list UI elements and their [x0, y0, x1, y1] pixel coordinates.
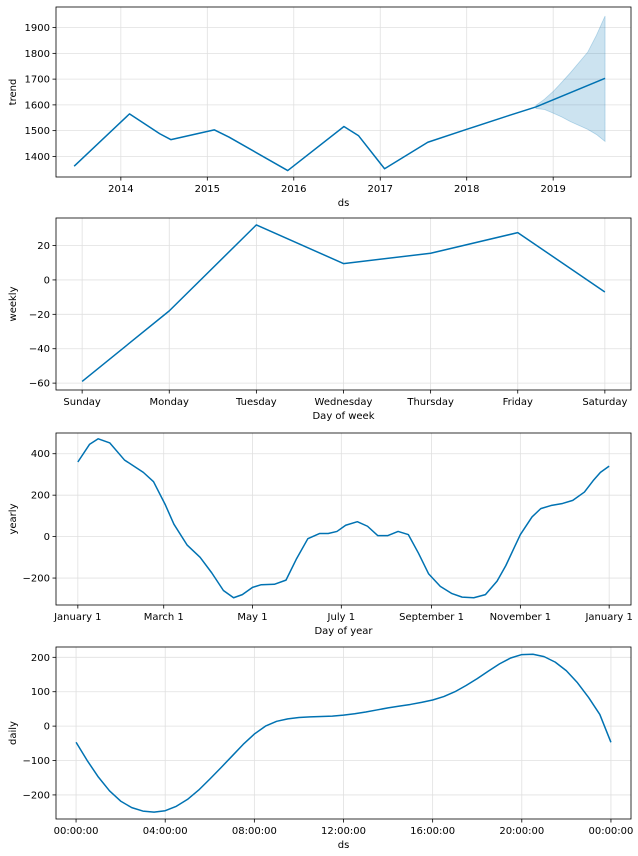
yearly-axes-frame — [55, 432, 632, 606]
weekly-x-tick-label: Friday — [503, 397, 533, 408]
trend-x-tick-label: 2019 — [540, 184, 565, 195]
weekly-y-tick-label: −20 — [29, 310, 50, 321]
yearly-x-tick-label: January 1 — [584, 612, 632, 623]
trend-axes-frame — [55, 6, 632, 178]
weekly-panel: Sunday Monday Tuesday Wednesday Thursday Frid… — [8, 217, 632, 422]
trend-y-axis-label: trend — [8, 79, 19, 106]
yearly-x-tick-label: July 1 — [327, 612, 356, 623]
weekly-x-tick-label: Tuesday — [235, 397, 277, 408]
daily-y-tick-label: 100 — [31, 687, 50, 698]
yearly-series-line — [77, 438, 610, 599]
trend-uncertainty-band — [535, 15, 606, 143]
weekly-x-tick-label: Monday — [150, 397, 190, 408]
weekly-x-tick-label: Thursday — [406, 397, 454, 408]
daily-x-axis-label: ds — [338, 840, 350, 851]
daily-x-tick-label: 00:00:00 — [588, 826, 633, 837]
yearly-x-tick-label: January 1 — [53, 612, 101, 623]
weekly-y-tick-label: −40 — [29, 344, 50, 355]
daily-x-tick-label: 16:00:00 — [410, 826, 455, 837]
daily-x-tick-label: 20:00:00 — [499, 826, 544, 837]
yearly-x-axis-label: Day of year — [314, 626, 373, 637]
yearly-y-tick-label: 0 — [44, 532, 50, 543]
yearly-y-tick-label: 200 — [31, 491, 50, 502]
yearly-x-tick-label: November 1 — [490, 612, 552, 623]
yearly-y-tick-label: 400 — [31, 449, 50, 460]
trend-x-axis-label: ds — [338, 198, 350, 209]
trend-y-tick-label: 1500 — [25, 126, 50, 137]
daily-x-tick-label: 04:00:00 — [143, 826, 188, 837]
weekly-y-tick-label: 0 — [44, 275, 50, 286]
weekly-y-axis-label: weekly — [8, 286, 19, 321]
weekly-x-tick-label: Wednesday — [315, 397, 373, 408]
yearly-x-tick-label: September 1 — [399, 612, 464, 623]
weekly-x-tick-label: Saturday — [582, 397, 627, 408]
yearly-y-axis-label: yearly — [8, 503, 19, 534]
trend-x-tick-label: 2018 — [454, 184, 479, 195]
daily-x-tick-label: 00:00:00 — [54, 826, 99, 837]
trend-x-tick-label: 2016 — [281, 184, 306, 195]
daily-panel: 00:00:00 04:00:00 08:00:00 12:00:00 16:00:00… — [8, 646, 633, 851]
trend-x-tick-label: 2015 — [195, 184, 220, 195]
daily-x-tick-label: 12:00:00 — [321, 826, 366, 837]
yearly-x-tick-label: May 1 — [237, 612, 267, 623]
trend-panel: 2014 2015 2016 2017 2018 2019 1400 1500 1600 1700… — [8, 6, 632, 209]
yearly-x-tick-label: March 1 — [144, 612, 184, 623]
trend-y-tick-label: 1800 — [25, 49, 50, 60]
weekly-series-line — [81, 224, 606, 382]
daily-y-tick-label: 200 — [31, 653, 50, 664]
daily-y-tick-label: −100 — [23, 756, 50, 767]
trend-x-tick-label: 2014 — [108, 184, 133, 195]
weekly-y-tick-label: −60 — [29, 379, 50, 390]
daily-y-axis-label: daily — [8, 721, 19, 745]
daily-y-tick-label: −200 — [23, 790, 50, 801]
trend-x-tick-label: 2017 — [368, 184, 393, 195]
trend-y-tick-label: 1700 — [25, 75, 50, 86]
weekly-y-tick-label: 20 — [37, 241, 50, 252]
daily-x-tick-label: 08:00:00 — [232, 826, 277, 837]
trend-y-tick-label: 1600 — [25, 100, 50, 111]
trend-series-line — [73, 77, 606, 172]
daily-y-tick-label: 0 — [44, 722, 50, 733]
daily-series-line — [75, 653, 612, 813]
weekly-x-axis-label: Day of week — [312, 411, 374, 422]
trend-y-tick-label: 1900 — [25, 23, 50, 34]
weekly-x-tick-label: Sunday — [63, 397, 100, 408]
trend-y-tick-label: 1400 — [25, 152, 50, 163]
yearly-y-tick-label: −200 — [23, 574, 50, 585]
yearly-panel: January 1 March 1 May 1 July 1 September 1 No… — [8, 432, 633, 637]
